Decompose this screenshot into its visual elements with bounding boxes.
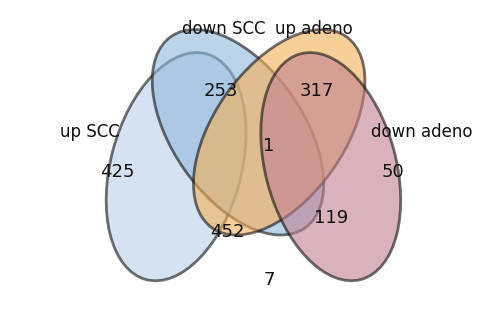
Ellipse shape <box>261 53 400 281</box>
Text: up adeno: up adeno <box>274 20 352 38</box>
Ellipse shape <box>152 29 324 235</box>
Text: 50: 50 <box>381 163 404 181</box>
Text: 317: 317 <box>300 82 334 100</box>
Text: 119: 119 <box>314 209 348 227</box>
Ellipse shape <box>106 53 246 281</box>
Ellipse shape <box>194 29 365 235</box>
Text: 253: 253 <box>204 82 238 100</box>
Text: down SCC: down SCC <box>182 20 266 38</box>
Text: 425: 425 <box>100 163 135 181</box>
Text: down adeno: down adeno <box>371 123 472 141</box>
Text: up SCC: up SCC <box>60 123 120 141</box>
Text: 7: 7 <box>263 271 274 289</box>
Text: 1: 1 <box>263 137 274 155</box>
Text: 452: 452 <box>210 223 245 241</box>
